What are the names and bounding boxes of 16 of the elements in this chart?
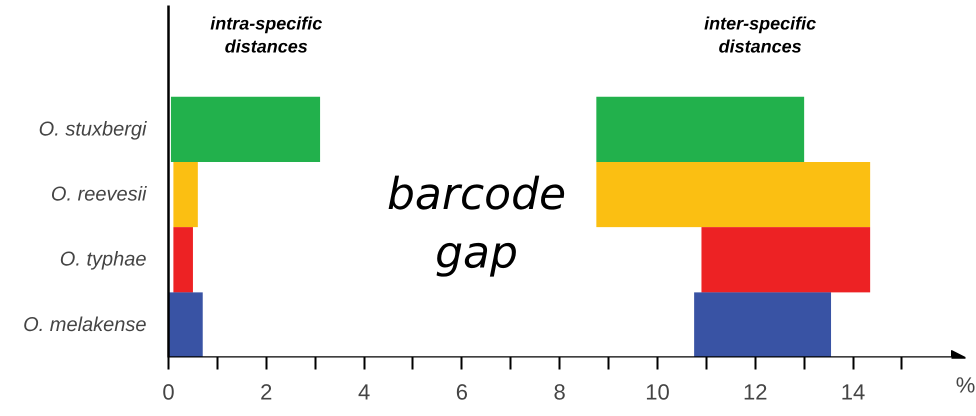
x-tick-label: 4 [358,380,370,404]
x-tick-label: 6 [456,380,468,404]
x-tick-label: 8 [554,380,566,404]
x-axis-title: % [956,372,976,398]
text: intra-specific distances [210,13,322,56]
y-tick-label: O. typhae [60,248,146,271]
text: inter-specific distances [704,13,816,56]
x-tick-label: 2 [260,380,272,404]
y-tick-label: O. melakense [23,314,146,336]
x-tick-label: 12 [743,380,768,404]
x-tick-label: 10 [645,380,670,404]
x-tick-label: 14 [840,380,866,404]
annotation: barcode gap [386,169,566,279]
y-tick-label: O. stuxbergi [38,118,148,140]
y-tick-label: O. reevesii [50,184,148,206]
x-tick-label: 0 [162,380,175,404]
